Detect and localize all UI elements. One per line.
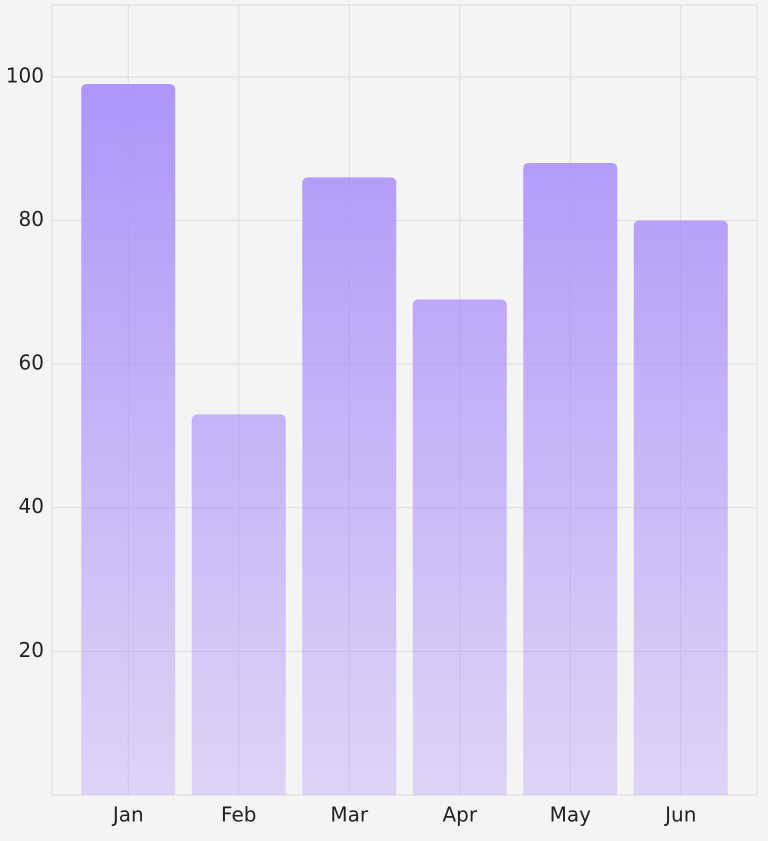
bar: [191, 414, 286, 795]
x-tick-label: May: [550, 803, 592, 827]
x-tick-label: Apr: [442, 803, 477, 827]
x-tick-label: Feb: [221, 803, 256, 827]
y-tick-label: 100: [6, 63, 44, 87]
bar: [412, 299, 507, 795]
bar: [81, 84, 176, 795]
plot-frame: [51, 4, 758, 796]
bar: [633, 220, 728, 796]
x-tick-label: Jun: [663, 803, 696, 827]
y-tick-label: 20: [19, 638, 44, 662]
y-tick-label: 60: [19, 351, 44, 375]
bar: [523, 163, 618, 795]
y-tick-label: 40: [19, 494, 44, 518]
bar: [302, 177, 397, 795]
y-tick-label: 80: [19, 207, 44, 231]
x-tick-label: Mar: [330, 803, 369, 827]
x-tick-label: Jan: [111, 803, 144, 827]
